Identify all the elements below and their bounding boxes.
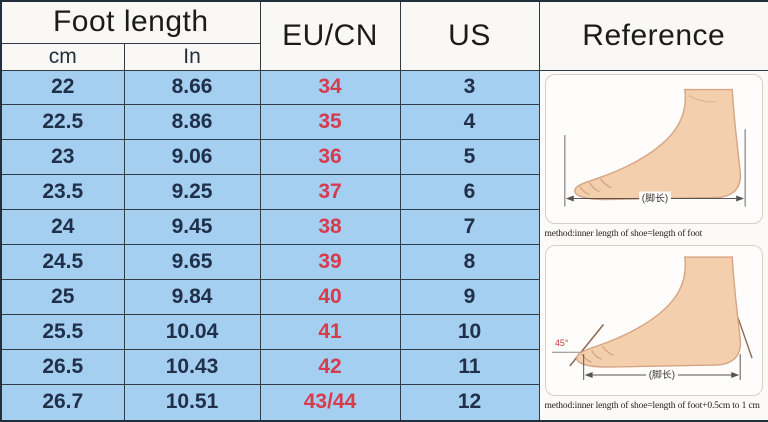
cell-cm: 26.7 (0, 384, 125, 421)
cell-eu-cn: 37 (259, 174, 401, 211)
cell-eu-cn: 40 (259, 279, 401, 316)
reference-header: Reference (538, 0, 768, 71)
cell-cm: 25 (0, 279, 125, 316)
reference-panel: (脚长) method:inner length of shoe=length … (538, 69, 768, 421)
heel-stick (735, 311, 753, 358)
foot-shape (575, 255, 741, 368)
cell-us: 6 (399, 174, 540, 211)
cell-us: 8 (399, 244, 540, 281)
table-row: 23 9.06 36 5 (0, 139, 768, 176)
table-row: 25.5 10.04 41 10 (0, 314, 768, 351)
in-subheader: In (123, 42, 261, 71)
angle-stick (568, 323, 604, 367)
cell-eu-cn: 34 (259, 69, 401, 106)
cell-in: 9.45 (123, 209, 261, 246)
figure-2-caption: method:inner length of shoe=length of fo… (544, 401, 760, 411)
cell-cm: 26.5 (0, 349, 125, 386)
cell-in: 8.86 (123, 104, 261, 141)
table-row: 25 9.84 40 9 (0, 279, 768, 316)
measure-label-bg (638, 191, 671, 204)
cell-in: 8.66 (123, 69, 261, 106)
table-row: 22 8.66 34 3 (0, 69, 768, 421)
cell-in: 10.04 (123, 314, 261, 351)
ankle-shading (688, 94, 717, 102)
cell-in: 9.65 (123, 244, 261, 281)
cell-eu-cn: 35 (259, 104, 401, 141)
cm-subheader: cm (0, 42, 125, 71)
cell-eu-cn: 43/44 (259, 384, 401, 421)
foot-measure-figure-1: (脚长) (544, 73, 764, 224)
eu-cn-header: EU/CN (259, 0, 401, 71)
figure-1-caption: method:inner length of shoe=length of fo… (544, 229, 703, 239)
cell-cm: 23.5 (0, 174, 125, 211)
cell-in: 9.25 (123, 174, 261, 211)
measure-label-bg (645, 367, 678, 381)
table-row: 26.7 10.51 43/44 12 (0, 384, 768, 421)
cell-eu-cn: 36 (259, 139, 401, 176)
foot-length-header: Foot length (0, 0, 261, 44)
header-row-main: Foot length EU/CN US Reference (0, 0, 768, 71)
table-row: 24.5 9.65 39 8 (0, 244, 768, 281)
cell-us: 9 (399, 279, 540, 316)
cell-cm: 24 (0, 209, 125, 246)
cell-us: 4 (399, 104, 540, 141)
cell-cm: 24.5 (0, 244, 125, 281)
foot-length-illustration: (脚长) (564, 88, 746, 206)
foot-shape (573, 88, 741, 200)
table-row: 26.5 10.43 42 11 (0, 349, 768, 386)
measure-label: (脚长) (649, 367, 675, 380)
cell-us: 12 (399, 384, 540, 421)
cell-in: 10.43 (123, 349, 261, 386)
table-row: 24 9.45 38 7 (0, 209, 768, 246)
header-row-units: cm In (0, 42, 768, 71)
cell-us: 5 (399, 139, 540, 176)
cell-us: 7 (399, 209, 540, 246)
angle-label: 45° (555, 338, 569, 348)
cell-in: 9.84 (123, 279, 261, 316)
toes-detail (581, 345, 614, 363)
us-header: US (399, 0, 540, 71)
cell-cm: 22.5 (0, 104, 125, 141)
foot-measure-figure-2: 45° (脚长) (544, 244, 764, 396)
cell-us: 10 (399, 314, 540, 351)
reference-body: (脚长) method:inner length of shoe=length … (540, 71, 768, 420)
cell-cm: 23 (0, 139, 125, 176)
cell-eu-cn: 42 (259, 349, 401, 386)
cell-in: 9.06 (123, 139, 261, 176)
foot-length-plus-illustration: 45° (脚长) (551, 255, 753, 381)
cell-in: 10.51 (123, 384, 261, 421)
cell-eu-cn: 39 (259, 244, 401, 281)
cell-cm: 25.5 (0, 314, 125, 351)
cell-us: 3 (399, 69, 540, 106)
cell-us: 11 (399, 349, 540, 386)
cell-eu-cn: 41 (259, 314, 401, 351)
table-row: 22.5 8.86 35 4 (0, 104, 768, 141)
measure-label: (脚长) (642, 191, 668, 204)
toes-detail (579, 177, 612, 195)
cell-cm: 22 (0, 69, 125, 106)
cell-eu-cn: 38 (259, 209, 401, 246)
